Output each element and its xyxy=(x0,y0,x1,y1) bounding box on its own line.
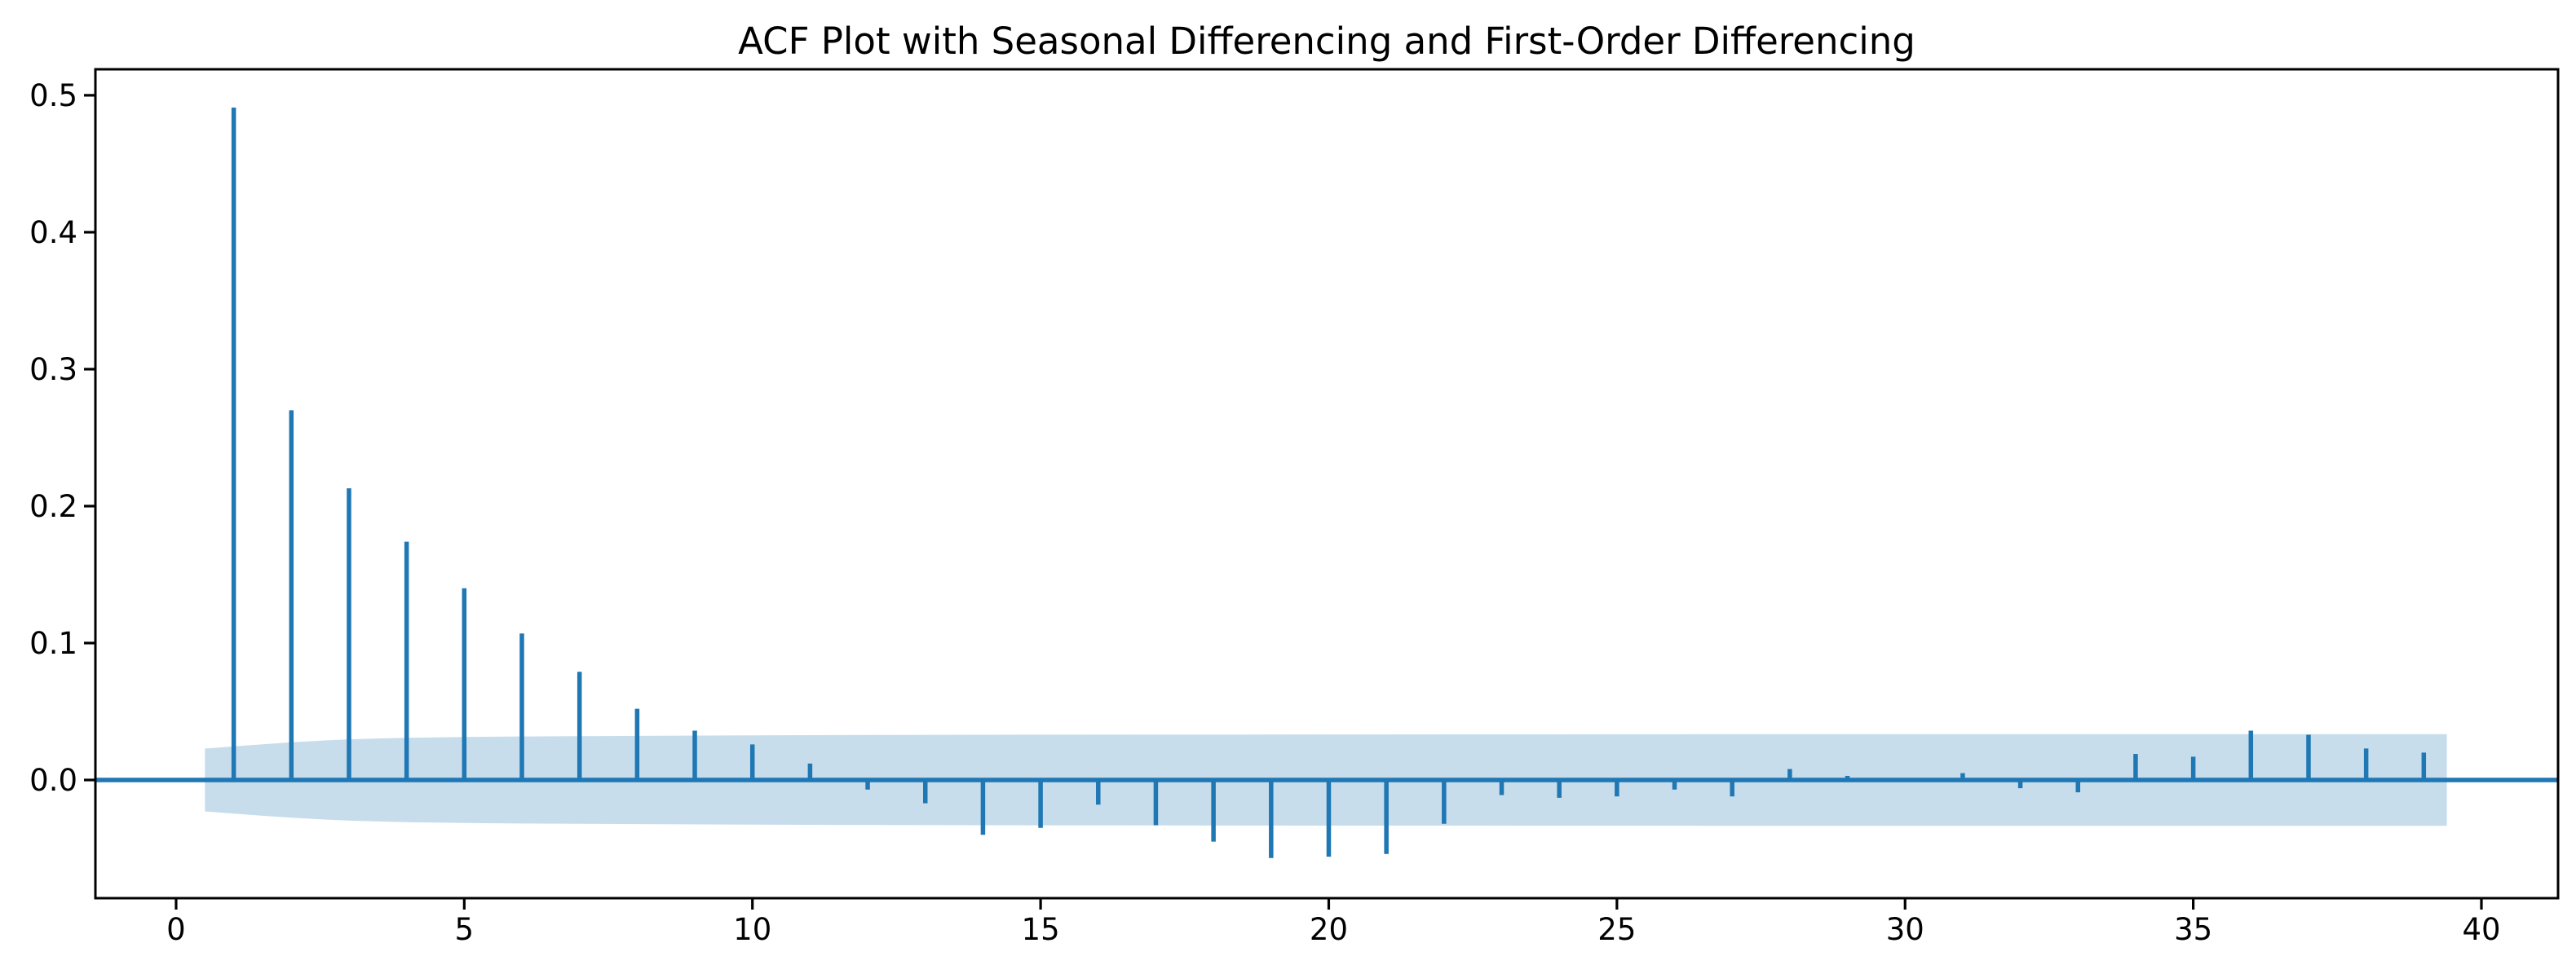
x-tick-label: 10 xyxy=(733,912,771,947)
y-tick-label: 0.5 xyxy=(29,78,77,113)
x-tick-label: 5 xyxy=(455,912,475,947)
y-tick-label: 0.3 xyxy=(29,352,77,387)
x-tick-label: 40 xyxy=(2462,912,2500,947)
y-tick-label: 0.0 xyxy=(29,763,77,798)
y-tick-label: 0.2 xyxy=(29,489,77,524)
x-tick-label: 0 xyxy=(166,912,186,947)
x-tick-label: 20 xyxy=(1310,912,1348,947)
chart-title: ACF Plot with Seasonal Differencing and … xyxy=(738,20,1915,63)
y-axis-ticks-group: 0.0 0.1 0.2 0.3 0.4 0.5 xyxy=(29,78,95,798)
x-tick-label: 25 xyxy=(1597,912,1636,947)
axes-frame xyxy=(94,68,2560,900)
x-tick-label: 15 xyxy=(1022,912,1060,947)
x-tick-label: 35 xyxy=(2174,912,2212,947)
x-tick-label: 30 xyxy=(1886,912,1924,947)
x-axis-ticks-group: 0 5 10 15 20 25 30 35 40 xyxy=(166,898,2501,947)
y-tick-label: 0.4 xyxy=(29,215,77,250)
acf-stems-group xyxy=(231,108,2427,858)
axes-spines-group xyxy=(94,68,2560,900)
y-tick-label: 0.1 xyxy=(29,626,77,661)
